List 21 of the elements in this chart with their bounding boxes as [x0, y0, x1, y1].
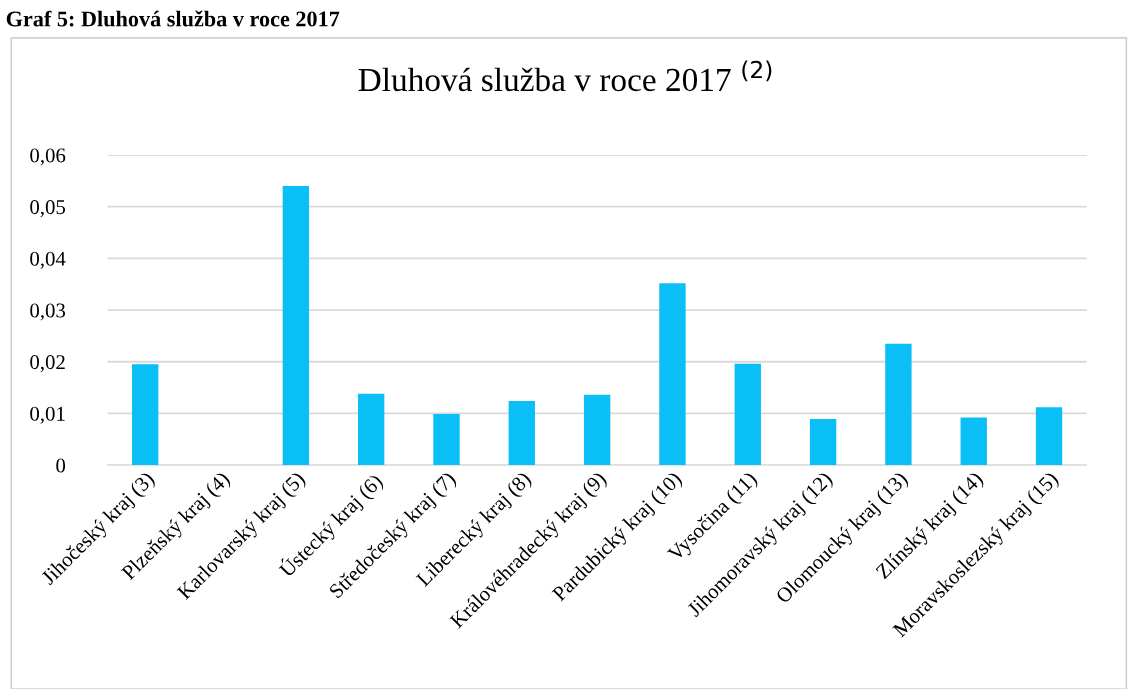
y-tick-label: 0,06: [30, 148, 66, 166]
bar: [885, 343, 912, 466]
y-tick-label: 0,01: [30, 406, 65, 424]
y-tick-label: 0,05: [30, 200, 66, 218]
y-tick-label: 0: [56, 458, 66, 473]
y-tick-label: 0,03: [30, 303, 66, 321]
bar: [1035, 407, 1063, 466]
bar: [357, 393, 385, 466]
bar: [132, 364, 159, 466]
y-tick-label: 0,04: [30, 251, 66, 269]
text: Graf 5: Dluhová služba v roce 2017: [6, 10, 340, 27]
bar: [734, 363, 761, 466]
bar: [960, 417, 987, 466]
bar: [508, 401, 535, 466]
y-tick-label: 0,02: [30, 355, 65, 373]
bar: [659, 283, 686, 466]
bar: [809, 419, 837, 466]
bar: [282, 186, 310, 466]
bar: [433, 413, 460, 466]
bar: [583, 394, 611, 466]
chart-title: Dluhová služba v roce 2017 $^{(2)}$: [358, 60, 772, 92]
